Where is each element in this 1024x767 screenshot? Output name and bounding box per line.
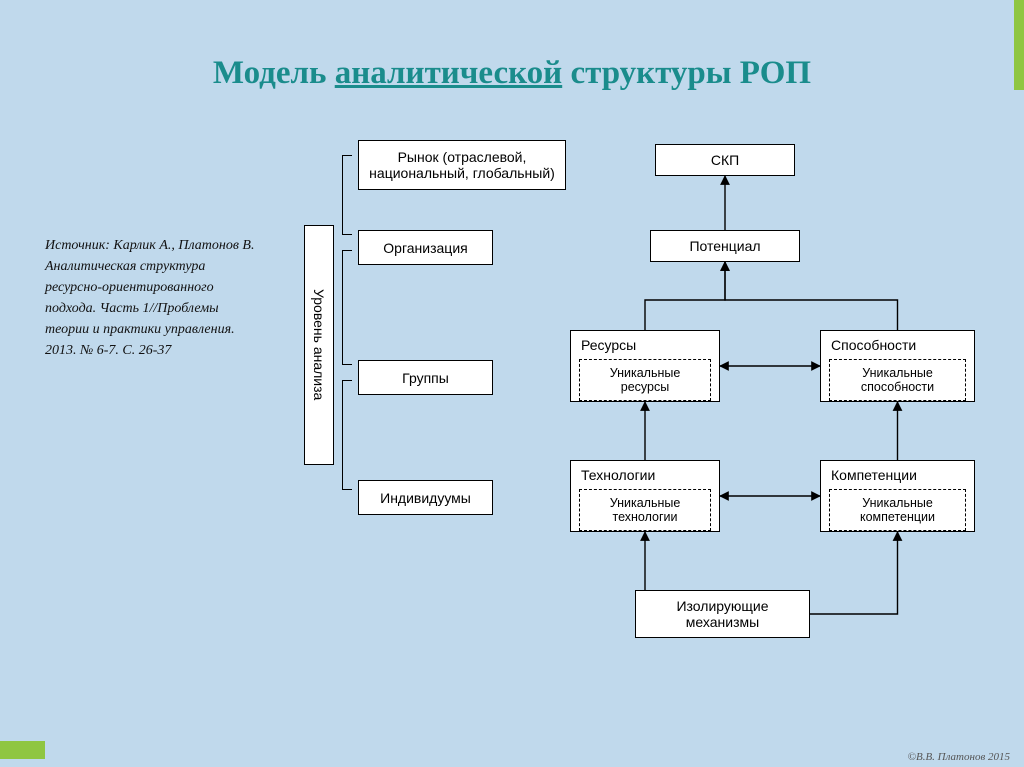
node-cap-head: Способности [821,331,974,355]
copyright: ©В.В. Платонов 2015 [908,751,1010,763]
edge-1 [645,262,725,330]
node-comp-sub: Уникальные компетенции [829,489,966,531]
accent-bottom [0,741,45,759]
citation: Источник: Карлик А., Платонов В. Аналити… [45,235,255,361]
node-comp-head: Компетенции [821,461,974,485]
level-label-0: Рынок (отраслевой, национальный, глобаль… [358,140,566,190]
title-underlined: аналитической [335,55,562,91]
bracket-2 [342,380,352,490]
node-iso: Изолирующие механизмы [635,590,810,638]
edge-8 [810,532,898,614]
node-res-sub: Уникальные ресурсы [579,359,711,401]
node-cap-sub: Уникальные способности [829,359,966,401]
level-label-2: Группы [358,360,493,395]
node-cap: Способности Уникальные способности [820,330,975,402]
bracket-1 [342,250,352,365]
level-label-1: Организация [358,230,493,265]
node-res-head: Ресурсы [571,331,719,355]
diagram: Уровень анализа Рынок (отраслевой, национ… [280,130,1000,720]
edge-2 [725,262,898,330]
title-post: структуры РОП [562,55,811,91]
node-tech-sub: Уникальные технологии [579,489,711,531]
node-tech: Технологии Уникальные технологии [570,460,720,532]
node-pot: Потенциал [650,230,800,262]
node-skp: СКП [655,144,795,176]
axis-label: Уровень анализа [304,225,334,465]
node-tech-head: Технологии [571,461,719,485]
node-comp: Компетенции Уникальные компетенции [820,460,975,532]
page-title: Модель аналитической структуры РОП [0,55,1024,92]
level-label-3: Индивидуумы [358,480,493,515]
node-res: Ресурсы Уникальные ресурсы [570,330,720,402]
bracket-0 [342,155,352,235]
title-pre: Модель [213,55,335,91]
